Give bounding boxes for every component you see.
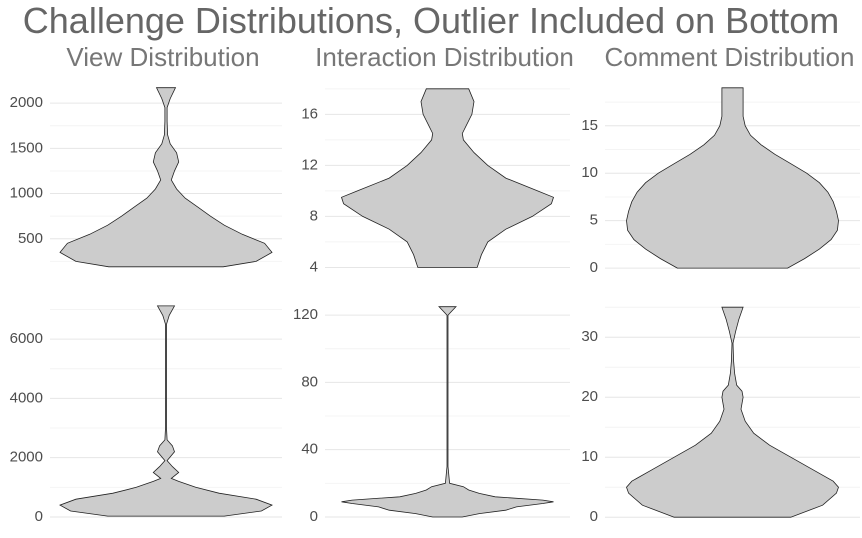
violin (59, 87, 273, 268)
y-tick-label: 1000 (10, 185, 43, 202)
y-tick-label: 12 (301, 156, 318, 173)
violin (626, 87, 839, 269)
panel-title: View Distribution (66, 42, 259, 72)
y-tick-label: 4 (310, 258, 318, 275)
y-tick-label: 80 (301, 373, 318, 390)
y-tick-label: 2000 (10, 94, 43, 111)
y-tick-label: 30 (581, 328, 598, 345)
y-tick-label: 1500 (10, 139, 43, 156)
y-tick-label: 10 (581, 164, 598, 181)
y-tick-label: 10 (581, 448, 598, 465)
y-tick-label: 8 (310, 207, 318, 224)
panel-title: Comment Distribution (605, 42, 855, 72)
y-tick-label: 40 (301, 441, 318, 458)
y-tick-label: 2000 (10, 449, 43, 466)
y-tick-label: 20 (581, 388, 598, 405)
y-tick-label: 5 (590, 212, 598, 229)
y-tick-label: 6000 (10, 330, 43, 347)
y-tick-label: 500 (18, 230, 43, 247)
y-tick-label: 0 (590, 508, 598, 525)
y-tick-label: 120 (293, 306, 318, 323)
violin (341, 306, 554, 518)
panel-title: Interaction Distribution (315, 42, 574, 72)
y-tick-label: 0 (590, 259, 598, 276)
y-tick-label: 15 (581, 117, 598, 134)
y-tick-label: 0 (310, 508, 318, 525)
violin (341, 88, 554, 268)
y-tick-label: 0 (35, 508, 43, 525)
violin (626, 306, 839, 518)
figure-title: Challenge Distributions, Outlier Include… (23, 0, 839, 41)
violin (59, 305, 273, 517)
y-tick-label: 16 (301, 105, 318, 122)
y-tick-label: 4000 (10, 389, 43, 406)
